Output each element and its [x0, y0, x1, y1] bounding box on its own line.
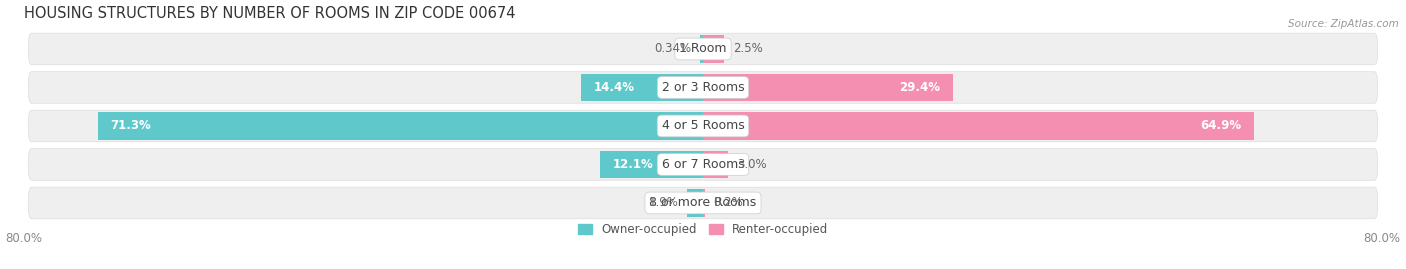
Legend: Owner-occupied, Renter-occupied: Owner-occupied, Renter-occupied [578, 223, 828, 236]
Text: 71.3%: 71.3% [111, 119, 152, 132]
Text: 29.4%: 29.4% [898, 81, 939, 94]
Text: 0.2%: 0.2% [713, 196, 742, 210]
Text: HOUSING STRUCTURES BY NUMBER OF ROOMS IN ZIP CODE 00674: HOUSING STRUCTURES BY NUMBER OF ROOMS IN… [24, 6, 516, 20]
Bar [700, 35, 703, 63]
FancyBboxPatch shape [28, 187, 1378, 219]
FancyBboxPatch shape [28, 149, 1378, 180]
Text: 4 or 5 Rooms: 4 or 5 Rooms [662, 119, 744, 132]
Text: 14.4%: 14.4% [593, 81, 634, 94]
Text: 2.5%: 2.5% [733, 43, 762, 55]
Bar [703, 35, 724, 63]
Text: 0.34%: 0.34% [655, 43, 692, 55]
FancyBboxPatch shape [28, 110, 1378, 142]
Bar [703, 112, 1254, 140]
FancyBboxPatch shape [28, 72, 1378, 103]
Text: 6 or 7 Rooms: 6 or 7 Rooms [662, 158, 744, 171]
Text: 1.9%: 1.9% [648, 196, 678, 210]
FancyBboxPatch shape [28, 33, 1378, 65]
Bar [703, 151, 728, 178]
Bar [581, 74, 703, 101]
Bar [703, 189, 704, 217]
Text: 1 Room: 1 Room [679, 43, 727, 55]
Text: 2 or 3 Rooms: 2 or 3 Rooms [662, 81, 744, 94]
Bar [703, 74, 952, 101]
Bar [600, 151, 703, 178]
Text: 64.9%: 64.9% [1199, 119, 1241, 132]
Bar [688, 189, 703, 217]
Bar [98, 112, 703, 140]
Text: 3.0%: 3.0% [737, 158, 766, 171]
Text: 8 or more Rooms: 8 or more Rooms [650, 196, 756, 210]
Text: 12.1%: 12.1% [613, 158, 654, 171]
Text: Source: ZipAtlas.com: Source: ZipAtlas.com [1288, 19, 1399, 29]
